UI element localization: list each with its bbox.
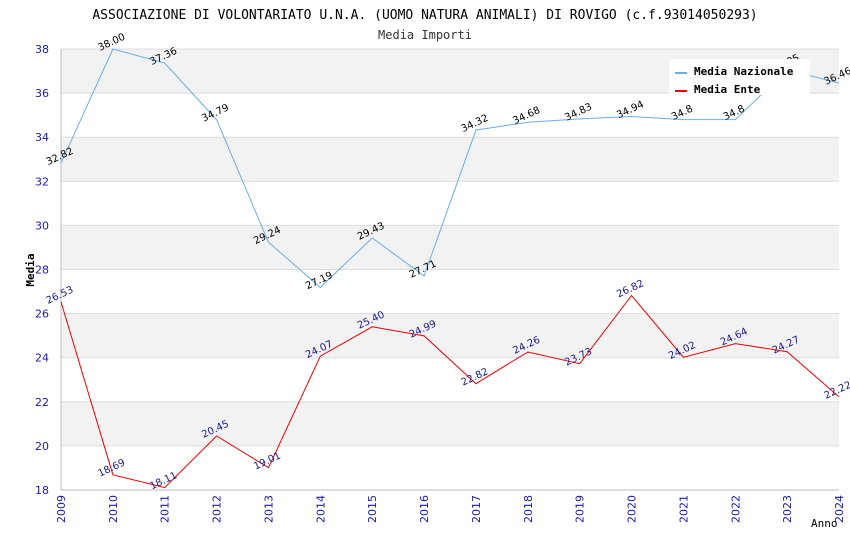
grid-band [61, 225, 839, 270]
grid-band [61, 313, 839, 358]
x-tick-label: 2016 [418, 495, 431, 523]
y-tick-label: 22 [35, 396, 49, 409]
x-tick-label: 2017 [470, 495, 483, 523]
x-tick-label: 2014 [314, 495, 327, 523]
chart-title: ASSOCIAZIONE DI VOLONTARIATO U.N.A. (UOM… [92, 8, 757, 23]
grid-band [61, 357, 839, 402]
x-tick-label: 2023 [781, 495, 794, 523]
chart-subtitle: Media Importi [378, 28, 472, 42]
grid-band [61, 269, 839, 314]
x-tick-labels: 2009 2010 2011 2012 2013 2014 2015 2016 2017 2018… [55, 495, 846, 523]
x-tick-label: 2021 [677, 495, 690, 523]
grid-band [61, 401, 839, 446]
y-tick-label: 34 [35, 131, 49, 144]
series-lines [60, 48, 840, 489]
x-tick-label: 2013 [262, 495, 275, 523]
legend-label-nazionale: Media Nazionale [694, 65, 794, 78]
grid-band [61, 445, 839, 490]
legend-label-ente: Media Ente [694, 83, 761, 96]
legend-box [669, 59, 810, 95]
y-tick-label: 38 [35, 43, 49, 56]
y-tick-label: 26 [35, 308, 49, 321]
x-tick-label: 2019 [574, 495, 587, 523]
grid-band [61, 93, 839, 138]
y-tick-label: 24 [35, 352, 49, 365]
grid-bands [61, 49, 839, 490]
x-tick-label: 2024 [833, 495, 846, 523]
grid-band [61, 137, 839, 182]
axes [60, 49, 839, 491]
y-tick-label: 36 [35, 87, 49, 100]
y-tick-label: 28 [35, 264, 49, 277]
series-line-media-ente [60, 294, 840, 489]
series-line-media-nazionale [60, 48, 840, 289]
legend: Media Nazionale Media Ente [669, 59, 810, 96]
x-tick-label: 2012 [211, 495, 224, 523]
x-tick-label: 2009 [55, 495, 68, 523]
y-tick-labels: 18 20 22 24 26 28 30 32 34 36 38 [35, 43, 49, 497]
y-tick-label: 30 [35, 219, 49, 232]
y-axis-label: Media [24, 253, 37, 286]
y-tick-label: 18 [35, 484, 49, 497]
x-axis-label: Anno [811, 517, 838, 530]
x-tick-label: 2022 [729, 495, 742, 523]
x-tick-label: 2018 [522, 495, 535, 523]
x-tick-label: 2020 [626, 495, 639, 523]
x-tick-label: 2011 [159, 495, 172, 523]
x-tick-label: 2015 [366, 495, 379, 523]
y-tick-label: 32 [35, 175, 49, 188]
y-tick-label: 20 [35, 440, 49, 453]
x-tick-label: 2010 [107, 495, 120, 523]
